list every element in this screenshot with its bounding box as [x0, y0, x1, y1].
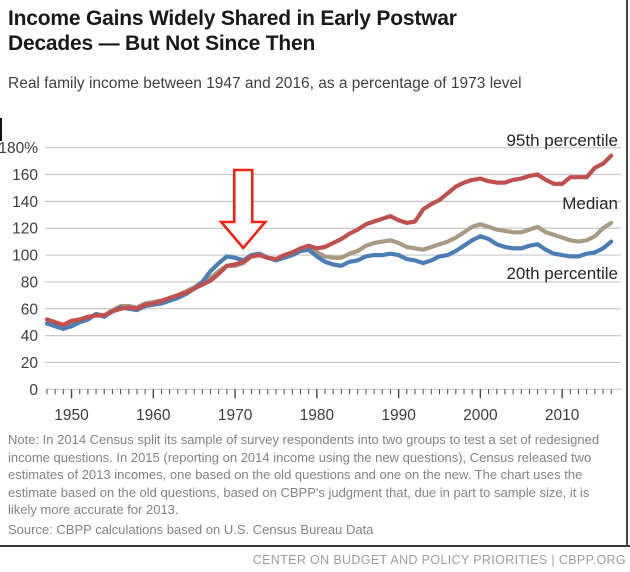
page-title: Income Gains Widely Shared in Early Post… — [8, 6, 624, 56]
x-axis-label-1970: 1970 — [218, 407, 253, 424]
series-label-20th-percentile: 20th percentile — [506, 264, 618, 283]
series-label-median: Median — [562, 194, 618, 213]
x-axis-label-1980: 1980 — [300, 407, 335, 424]
series-label-95th-percentile: 95th percentile — [506, 131, 618, 150]
x-axis-label-1960: 1960 — [136, 407, 171, 424]
y-axis-label-100: 100 — [12, 248, 38, 265]
y-axis-label-120: 120 — [12, 221, 38, 238]
y-axis-label-60: 60 — [21, 301, 39, 318]
x-axis-label-1950: 1950 — [54, 407, 89, 424]
x-axis-label-2010: 2010 — [545, 407, 580, 424]
title-line-2: Decades — But Not Since Then — [8, 32, 316, 55]
y-axis-label-180: 180% — [0, 140, 38, 157]
y-axis-label-80: 80 — [21, 274, 39, 291]
left-edge-mark — [0, 118, 2, 141]
title-line-1: Income Gains Widely Shared in Early Post… — [8, 7, 457, 30]
footer-bar: CENTER ON BUDGET AND POLICY PRIORITIES |… — [0, 545, 630, 572]
x-axis-label-1990: 1990 — [381, 407, 416, 424]
income-chart: 0 20 40 60 80 100 120 140 160 180% 1950 1960 1970 198… — [0, 131, 621, 424]
y-axis-label-0: 0 — [29, 382, 38, 399]
y-axis-label-40: 40 — [21, 328, 39, 345]
y-axis-label-160: 160 — [12, 167, 38, 184]
source-text: Source: CBPP calculations based on U.S. … — [8, 522, 374, 537]
footer-text: CENTER ON BUDGET AND POLICY PRIORITIES |… — [252, 553, 626, 567]
chart-subtitle: Real family income between 1947 and 2016… — [8, 75, 522, 92]
series-line-95th-percentile — [44, 153, 614, 327]
y-axis-label-140: 140 — [12, 194, 38, 211]
y-axis-label-20: 20 — [21, 355, 39, 372]
x-axis-label-2000: 2000 — [463, 407, 498, 424]
footnote-text: Note: In 2014 Census split its sample of… — [8, 432, 600, 517]
right-border-line — [626, 0, 628, 546]
chart-area: 0 20 40 60 80 100 120 140 160 180% 1950 1960 1970 198… — [0, 112, 630, 442]
down-arrow-annotation — [218, 168, 269, 251]
